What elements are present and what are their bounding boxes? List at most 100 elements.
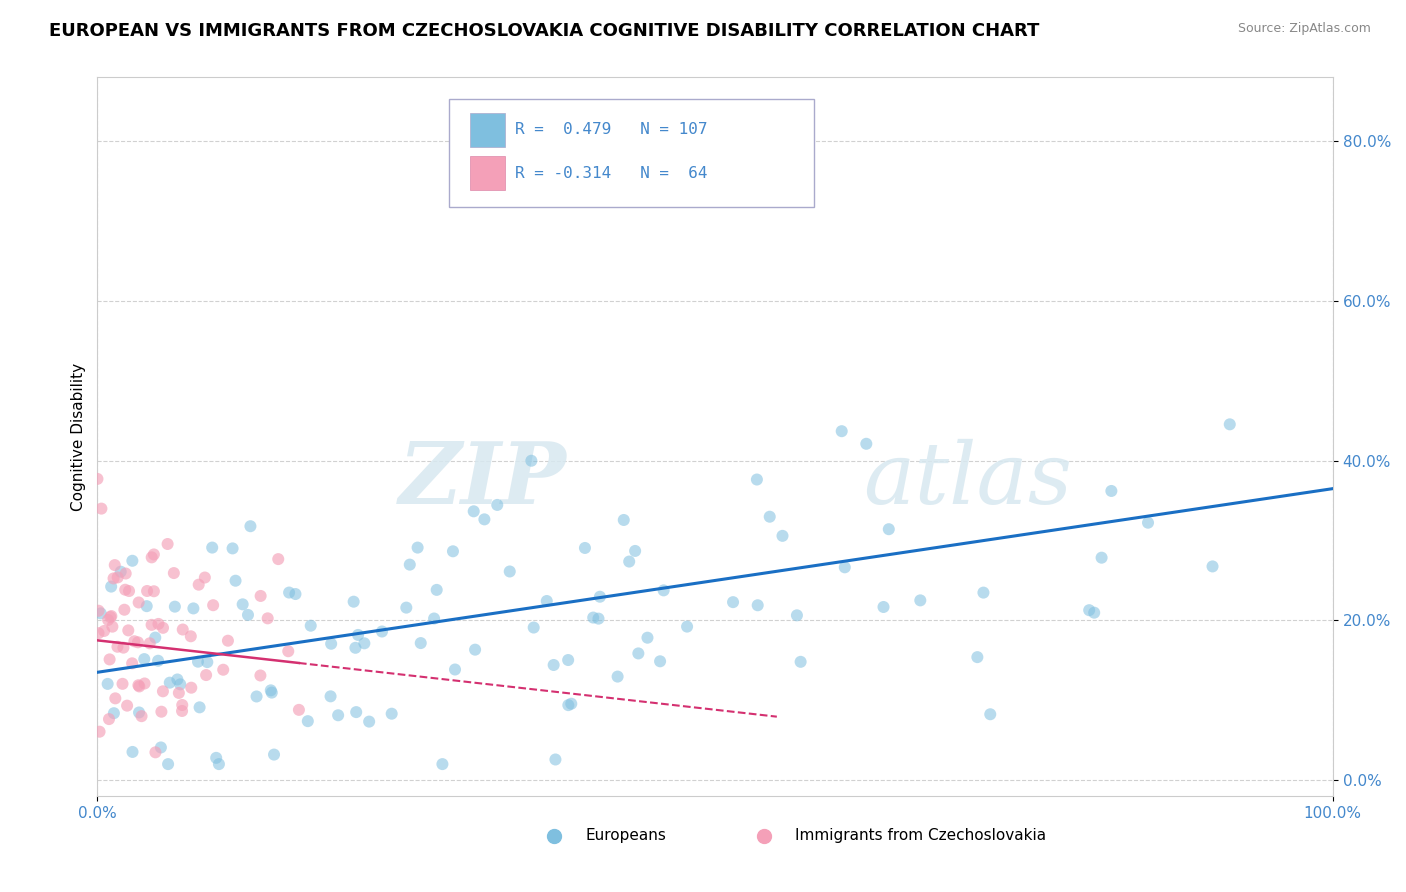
Point [486,498,509,512]
Point [423,611,446,625]
Point [278,585,301,599]
Point [474,512,496,526]
Point [831,424,853,438]
Point [249,589,271,603]
Point [87,626,110,640]
Point [499,565,522,579]
Point [149,740,172,755]
Text: R = -0.314   N =  64: R = -0.314 N = 64 [515,166,707,180]
Point [188,700,211,714]
Point [187,655,209,669]
Point [260,685,283,699]
Point [152,684,174,698]
Point [284,587,307,601]
Point [124,634,146,648]
Point [205,751,228,765]
Point [406,541,429,555]
Point [112,640,135,655]
Point [606,670,628,684]
Point [613,513,636,527]
Point [319,690,342,704]
Point [1137,516,1160,530]
Text: Immigrants from Czechoslovakia: Immigrants from Czechoslovakia [796,828,1046,843]
Point [97,613,120,627]
Point [648,654,671,668]
Point [721,595,744,609]
Point [381,706,404,721]
Point [90,501,112,516]
Point [536,594,558,608]
Point [544,752,567,766]
Point [1083,606,1105,620]
Point [245,690,267,704]
Point [353,636,375,650]
Point [225,574,247,588]
Point [86,472,108,486]
Point [560,697,582,711]
Point [872,599,894,614]
Point [104,558,127,573]
Point [267,552,290,566]
Point [93,624,115,638]
Point [1219,417,1241,432]
Point [142,548,165,562]
Point [1078,603,1101,617]
Point [195,668,218,682]
Point [910,593,932,607]
Point [676,619,699,633]
Point [98,652,121,666]
Point [156,537,179,551]
Point [187,577,209,591]
Point [520,454,543,468]
Point [256,611,278,625]
Point [103,571,125,585]
Point [134,652,156,666]
Point [170,704,193,718]
Point [172,698,194,712]
Point [589,590,612,604]
Point [297,714,319,728]
Point [202,598,225,612]
Point [326,708,349,723]
Point [167,686,190,700]
Point [148,616,170,631]
Point [966,650,988,665]
Point [107,640,129,654]
Point [557,698,579,713]
Point [145,745,167,759]
Point [972,585,994,599]
Point [150,705,173,719]
Point [588,612,610,626]
Point [143,631,166,645]
Point [127,678,149,692]
Point [409,636,432,650]
Point [574,541,596,555]
Point [543,658,565,673]
Point [100,609,122,624]
Text: EUROPEAN VS IMMIGRANTS FROM CZECHOSLOVAKIA COGNITIVE DISABILITY CORRELATION CHAR: EUROPEAN VS IMMIGRANTS FROM CZECHOSLOVAK… [49,22,1039,40]
Point [142,584,165,599]
Point [239,519,262,533]
Point [183,601,205,615]
Point [111,677,134,691]
Point [464,642,486,657]
Point [110,565,132,579]
FancyBboxPatch shape [471,156,505,190]
Point [772,529,794,543]
Point [288,703,311,717]
Point [441,544,464,558]
Point [201,541,224,555]
Point [128,680,150,694]
Point [344,705,367,719]
Point [90,607,112,621]
Point [98,610,121,624]
Point [627,647,650,661]
Point [758,509,780,524]
Point [582,610,605,624]
Point [745,473,768,487]
Text: Source: ZipAtlas.com: Source: ZipAtlas.com [1237,22,1371,36]
Point [128,706,150,720]
Point [359,714,381,729]
Point [118,584,141,599]
Point [195,655,218,669]
